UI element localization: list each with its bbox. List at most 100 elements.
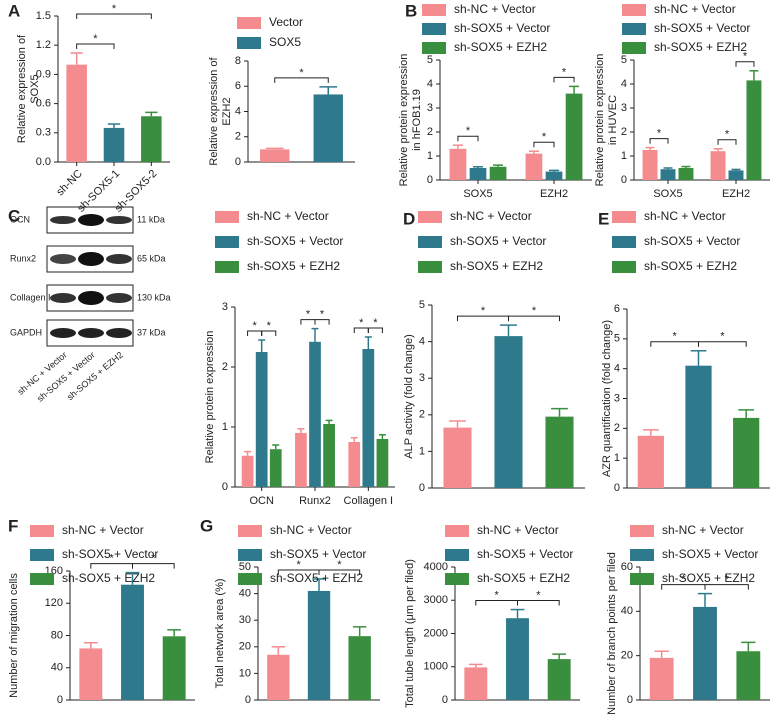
significance-label: *: [542, 131, 547, 143]
bar: [121, 584, 144, 700]
legend-label: sh-SOX5 + EZH2: [662, 571, 755, 585]
protein-label: GAPDH: [10, 327, 42, 337]
y-tick-label: 1: [222, 421, 228, 433]
y-tick-label: 120: [45, 597, 63, 609]
y-tick-label: 50: [239, 561, 251, 573]
significance-label: *: [267, 320, 272, 332]
panel-label: D: [403, 209, 415, 228]
significance-label: *: [466, 125, 471, 137]
band: [78, 328, 104, 338]
legend-label: Vector: [269, 15, 303, 29]
significance-bracket: [367, 327, 383, 333]
legend-label: sh-NC + Vector: [654, 2, 736, 16]
y-tick-label: 2: [222, 361, 228, 373]
bar: [295, 433, 307, 487]
significance-bracket: [76, 43, 115, 49]
legend-label: sh-SOX5 + EZH2: [654, 40, 747, 54]
y-tick-label: 6: [235, 80, 241, 92]
significance-label: *: [110, 553, 115, 565]
legend-label: sh-SOX5 + Vector: [247, 234, 343, 248]
legend-label: sh-SOX5 + Vector: [662, 547, 758, 561]
legend-swatch: [30, 549, 54, 561]
significance-bracket: [717, 139, 737, 145]
legend-swatch: [238, 525, 262, 537]
legend-label: sh-SOX5 + Vector: [454, 21, 550, 35]
bar: [642, 150, 658, 180]
y-axis-label: AZR quantification (fold change): [601, 320, 613, 477]
y-tick-label: 0.6: [36, 98, 51, 110]
y-axis-label: EZH2: [221, 97, 233, 125]
y-tick-label: 1000: [424, 661, 448, 673]
y-tick-label: 5: [419, 299, 425, 311]
y-tick-label: 2: [235, 131, 241, 143]
significance-bracket: [508, 315, 560, 322]
significance-label: *: [112, 3, 117, 15]
legend-swatch: [630, 573, 654, 585]
panel-label: C: [8, 206, 20, 225]
x-tick-label: Collagen I: [344, 495, 394, 507]
y-tick-label: 3: [419, 372, 425, 384]
y-tick-label: 60: [621, 561, 633, 573]
legend-swatch: [445, 525, 469, 537]
significance-label: *: [481, 305, 486, 317]
significance-bracket: [132, 563, 175, 569]
y-tick-label: 80: [51, 629, 63, 641]
legend-label: sh-NC + Vector: [247, 209, 329, 223]
significance-label: *: [536, 589, 541, 601]
bar: [489, 166, 507, 180]
y-axis-label: Relative protein expression: [204, 331, 216, 464]
y-tick-label: 30: [239, 614, 251, 626]
bar: [693, 606, 717, 700]
y-axis-label: ALP activity (fold change): [403, 334, 415, 459]
panel-label: G: [200, 516, 213, 535]
bar: [269, 449, 282, 487]
band: [50, 216, 76, 224]
significance-bracket: [318, 569, 361, 575]
bar: [376, 439, 389, 487]
legend-swatch: [422, 23, 446, 35]
legend-swatch: [215, 236, 239, 248]
y-tick-label: 1.5: [36, 10, 51, 22]
significance-bracket: [314, 319, 330, 325]
band: [106, 216, 132, 224]
band: [78, 214, 104, 226]
bar: [685, 365, 712, 488]
legend-swatch: [445, 573, 469, 585]
bar: [637, 435, 664, 488]
y-axis-label: Relative protein expression: [398, 54, 410, 187]
bar: [66, 64, 87, 162]
y-tick-label: 0: [621, 174, 627, 186]
band: [50, 254, 76, 264]
legend-label: sh-NC + Vector: [662, 523, 744, 537]
x-tick-label: EZH2: [722, 188, 750, 200]
protein-label: OCN: [10, 214, 30, 224]
y-tick-label: 3000: [424, 594, 448, 606]
size-label: 11 kDa: [137, 214, 165, 224]
y-tick-label: 2: [427, 126, 433, 138]
significance-label: *: [151, 553, 156, 565]
panel-label: A: [8, 1, 20, 20]
y-axis-label: Number of migration cells: [8, 573, 20, 698]
legend-swatch: [622, 4, 646, 16]
significance-bracket: [698, 341, 747, 347]
bar: [746, 80, 762, 180]
y-axis-label: SOX5: [29, 74, 41, 103]
y-tick-label: 40: [239, 588, 251, 600]
band: [106, 254, 132, 264]
y-tick-label: 6: [614, 303, 620, 315]
significance-label: *: [299, 67, 304, 79]
bar: [79, 648, 103, 700]
legend-label: sh-NC + Vector: [62, 523, 144, 537]
significance-label: *: [320, 309, 325, 321]
legend-label: sh-SOX5 + Vector: [644, 234, 740, 248]
y-tick-label: 4: [621, 78, 627, 90]
bar: [464, 667, 488, 700]
legend-label: sh-SOX5 + Vector: [62, 547, 158, 561]
significance-bracket: [261, 330, 277, 336]
y-tick-label: 4: [427, 78, 433, 90]
bar: [162, 636, 186, 700]
x-tick-label: sh-NC: [54, 168, 85, 199]
y-axis-label: in HUVEC: [607, 95, 619, 145]
y-tick-label: 5: [621, 54, 627, 66]
legend-swatch: [418, 261, 442, 273]
